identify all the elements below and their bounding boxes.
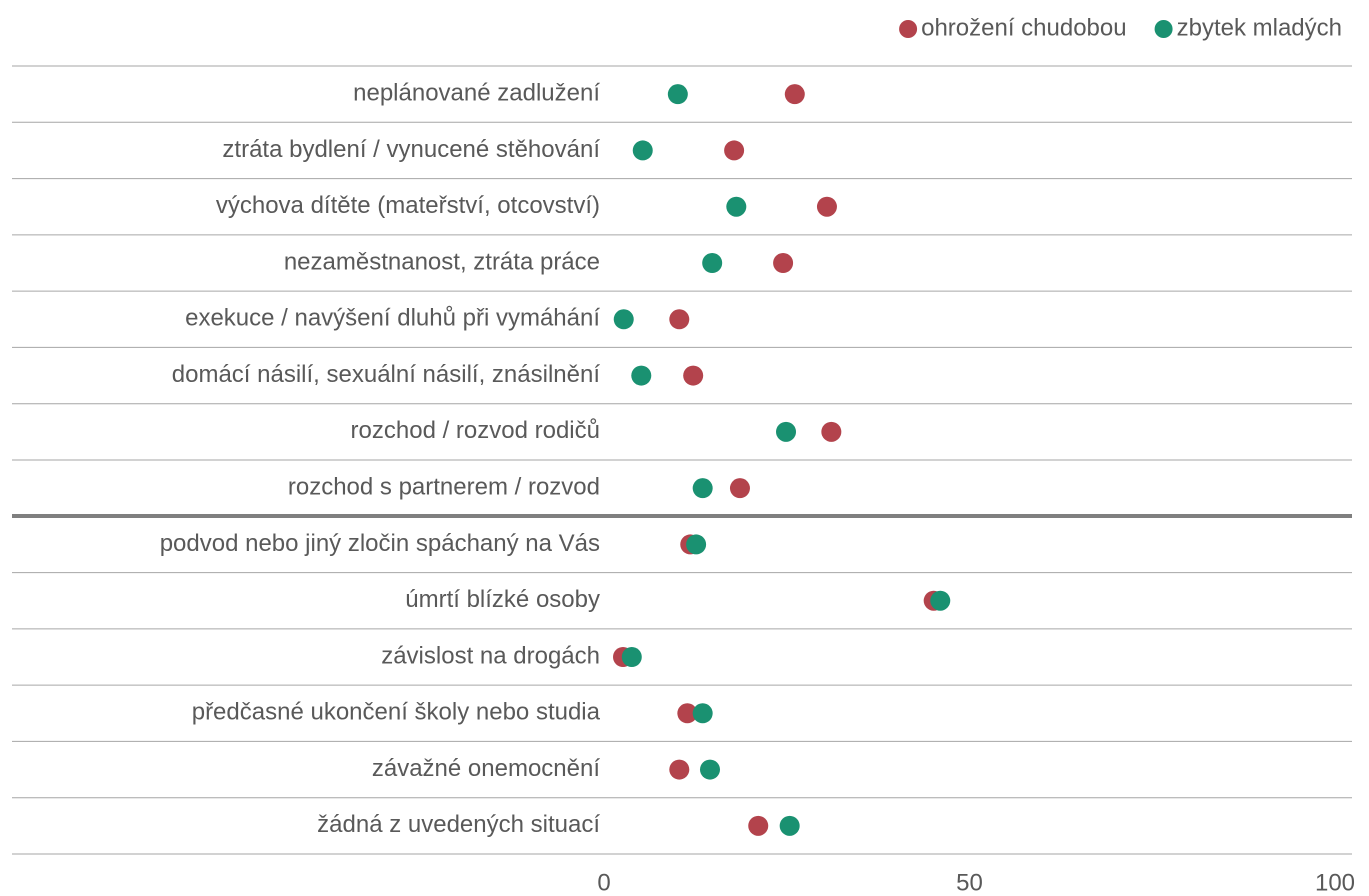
- dot: [667, 84, 688, 105]
- dot: [621, 647, 642, 667]
- dot: [683, 365, 704, 386]
- category-label: rozchod / rozvod rodičů: [351, 417, 600, 444]
- category-label: exekuce / navýšení dluhů při vymáhání: [185, 305, 600, 332]
- dot: [773, 253, 794, 273]
- category-label: závislost na drogách: [381, 642, 600, 669]
- category-label: podvod nebo jiný zločin spáchaný na Vás: [160, 530, 600, 557]
- x-tick-label: 50: [956, 869, 983, 896]
- dot: [692, 478, 713, 499]
- dot: [776, 421, 797, 442]
- dot: [669, 309, 690, 330]
- dot: [631, 365, 652, 386]
- dot: [821, 421, 842, 442]
- category-label: úmrtí blízké osoby: [405, 586, 600, 613]
- category-label: žádná z uvedených situací: [317, 811, 600, 838]
- legend-label: zbytek mladých: [1177, 14, 1342, 41]
- dot: [692, 703, 713, 724]
- dot: [669, 759, 690, 780]
- category-label: rozchod s partnerem / rozvod: [288, 473, 600, 500]
- dot: [686, 534, 707, 555]
- dot: [930, 590, 951, 611]
- dot: [632, 140, 653, 161]
- x-tick-label: 0: [597, 869, 610, 896]
- dot: [816, 196, 837, 217]
- dot: [726, 196, 747, 217]
- dot: [699, 759, 720, 780]
- category-label: předčasné ukončení školy nebo studia: [192, 699, 601, 726]
- legend-label: ohrožení chudobou: [921, 14, 1127, 41]
- category-label: výchova dítěte (mateřství, otcovství): [216, 192, 600, 219]
- dot: [729, 478, 750, 499]
- category-label: ztráta bydlení / vynucené stěhování: [222, 136, 600, 163]
- dot: [613, 309, 634, 330]
- dot: [724, 140, 745, 161]
- category-label: neplánované zadlužení: [353, 79, 600, 106]
- dot: [748, 815, 769, 836]
- category-label: domácí násilí, sexuální násilí, znásilně…: [172, 361, 601, 388]
- legend-marker: [1154, 20, 1173, 38]
- dot: [779, 815, 800, 836]
- dot: [702, 253, 723, 273]
- dot: [784, 84, 805, 105]
- category-label: nezaměstnanost, ztráta práce: [284, 248, 600, 275]
- category-label: závažné onemocnění: [372, 755, 600, 782]
- legend-marker: [899, 20, 918, 38]
- x-tick-label: 100: [1315, 869, 1355, 896]
- dot: [677, 703, 698, 724]
